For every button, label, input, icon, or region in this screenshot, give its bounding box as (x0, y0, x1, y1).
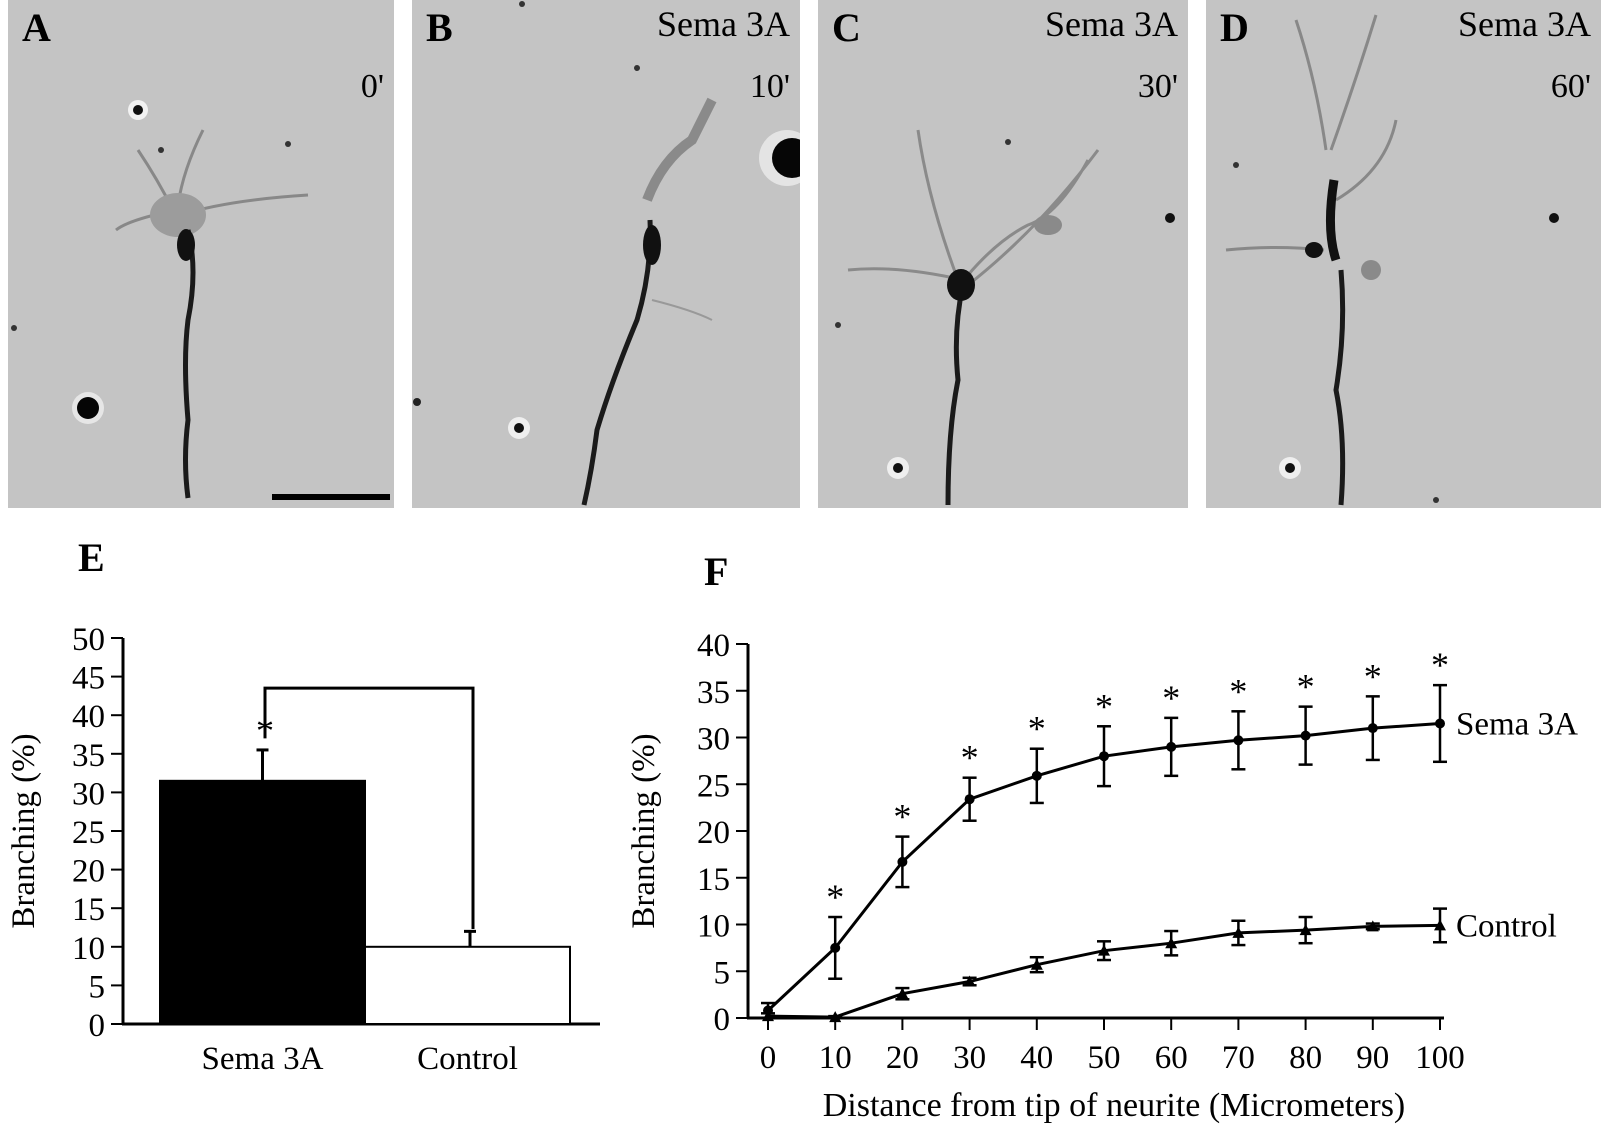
x-axis-label: Distance from tip of neurite (Micrometer… (823, 1087, 1406, 1124)
micrograph-panel-c: C Sema 3A 30' (818, 0, 1188, 508)
y-tick-label: 30 (697, 722, 730, 758)
time-label: 60' (1550, 68, 1591, 105)
data-point (1099, 751, 1109, 762)
y-tick-label: 20 (72, 854, 105, 890)
x-category-label: Sema 3A (202, 1041, 324, 1077)
data-point (1233, 735, 1244, 746)
significance-bracket (263, 686, 475, 930)
x-tick-label: 70 (1222, 1040, 1255, 1076)
data-point (1299, 924, 1312, 936)
y-axis-label: Branching (%) (6, 733, 42, 928)
x-tick-label: 0 (760, 1040, 777, 1076)
data-point (1367, 723, 1378, 734)
y-tick-label: 40 (697, 628, 730, 664)
significance-star: * (1364, 656, 1382, 696)
x-tick-label: 10 (819, 1040, 852, 1076)
x-tick-label: 100 (1415, 1040, 1465, 1076)
treatment-label: Sema 3A (1045, 4, 1178, 44)
series-label: Sema 3A (1456, 706, 1578, 742)
x-tick-label: 50 (1088, 1040, 1121, 1076)
data-point (1165, 937, 1178, 949)
scale-bar (272, 494, 390, 500)
y-tick-label: 10 (72, 931, 105, 967)
y-tick-label: 25 (697, 768, 730, 804)
significance-star: * (1162, 678, 1180, 718)
significance-star: * (1028, 709, 1046, 749)
time-label: 10' (749, 68, 790, 105)
y-tick-label: 5 (714, 955, 731, 991)
bar (364, 945, 571, 1025)
neuron-image-d (1225, 14, 1559, 506)
significance-star: * (961, 738, 979, 778)
time-label: 0' (360, 68, 384, 105)
x-category-label: Control (417, 1041, 518, 1077)
data-point (1031, 770, 1042, 781)
series-label: Control (1456, 908, 1557, 944)
series-line (767, 923, 1441, 1019)
y-tick-label: 15 (72, 892, 105, 928)
data-point (1434, 919, 1446, 931)
significance-star: * (1297, 667, 1315, 707)
y-tick-label: 5 (89, 969, 106, 1005)
data-point (1435, 718, 1445, 729)
micrograph-panel-a: A 0' (8, 0, 394, 508)
neuron-image-c (835, 129, 1175, 506)
micrograph-panel-b: B Sema 3A 10' (412, 0, 800, 508)
y-tick-label: 20 (697, 815, 730, 851)
x-tick-label: 80 (1289, 1040, 1322, 1076)
bar (159, 779, 366, 1025)
y-tick-label: 10 (697, 909, 730, 945)
significance-star: * (1431, 645, 1449, 685)
x-tick-label: 30 (953, 1040, 986, 1076)
data-point (1166, 741, 1177, 752)
x-tick-label: 40 (1020, 1040, 1053, 1076)
x-tick-label: 20 (886, 1040, 919, 1076)
data-point (897, 856, 908, 867)
significance-star: * (256, 711, 274, 751)
data-point (1098, 944, 1110, 956)
y-axis-label: Branching (%) (626, 733, 662, 928)
data-point (829, 1011, 842, 1023)
data-point (1232, 926, 1245, 938)
y-tick-label: 0 (89, 1008, 106, 1044)
data-point (964, 794, 975, 805)
panel-label: B (426, 5, 453, 50)
y-tick-label: 0 (714, 1002, 731, 1038)
significance-star: * (1095, 686, 1113, 726)
data-point (1030, 958, 1043, 970)
neuron-image-a (11, 100, 309, 499)
treatment-label: Sema 3A (1458, 4, 1591, 44)
data-point (1300, 730, 1311, 741)
y-tick-label: 50 (72, 622, 105, 658)
data-point (830, 942, 841, 953)
significance-star: * (826, 877, 844, 917)
y-tick-label: 25 (72, 815, 105, 851)
treatment-label: Sema 3A (657, 4, 790, 44)
panel-label-e: E (78, 535, 105, 580)
panel-label: C (832, 5, 861, 50)
micrograph-panel-d: D Sema 3A 60' (1206, 0, 1601, 508)
neuron-image-b (413, 1, 800, 506)
panel-label: A (22, 5, 51, 50)
y-tick-label: 35 (697, 675, 730, 711)
y-tick-label: 40 (72, 699, 105, 735)
y-tick-label: 15 (697, 862, 730, 898)
y-tick-label: 35 (72, 738, 105, 774)
x-tick-label: 60 (1155, 1040, 1188, 1076)
significance-star: * (893, 797, 911, 837)
time-label: 30' (1137, 68, 1178, 105)
line-chart-f: 0 5 10 15 20 25 30 35 40 0 10 20 30 40 50 60 70 80 90 100 * *… (626, 628, 1578, 1124)
data-point (1366, 920, 1379, 932)
x-tick-label: 90 (1356, 1040, 1389, 1076)
data-point (896, 987, 909, 999)
data-point (762, 1010, 774, 1022)
significance-star: * (1229, 671, 1247, 711)
data-point (963, 975, 976, 987)
panel-label-f: F (704, 549, 729, 594)
y-tick-label: 45 (72, 661, 105, 697)
y-tick-label: 30 (72, 776, 105, 812)
panel-label: D (1220, 5, 1249, 50)
